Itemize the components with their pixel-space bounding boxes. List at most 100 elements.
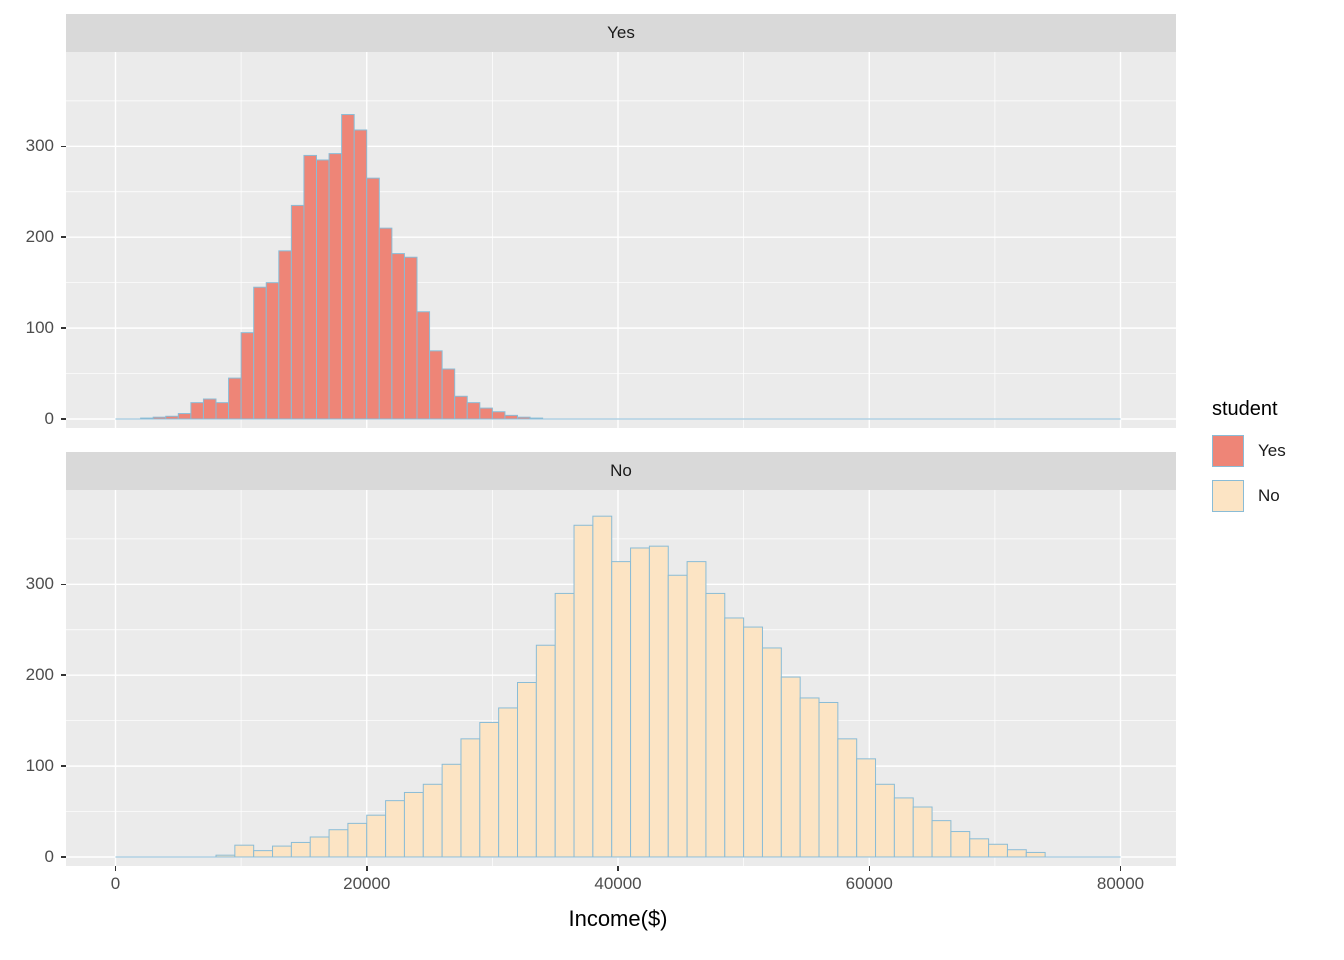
histogram-bar	[1006, 849, 1027, 858]
histogram-bar	[378, 227, 393, 420]
histogram-bar	[686, 561, 707, 858]
histogram-bar	[385, 800, 405, 858]
histogram-bar	[667, 574, 688, 858]
histogram-bar	[856, 758, 877, 858]
histogram-bar	[818, 701, 839, 858]
histogram-bar	[403, 256, 418, 420]
x-tick-label: 20000	[343, 874, 391, 893]
histogram-bar	[391, 253, 405, 420]
histogram-bar	[479, 721, 500, 858]
y-tick-label: 100	[25, 756, 54, 776]
histogram-bar	[950, 831, 971, 858]
histogram-bar	[265, 282, 280, 420]
x-tick-label: 40000	[594, 874, 642, 893]
histogram-bar	[441, 763, 462, 858]
histogram-bar	[278, 250, 292, 420]
histogram-bar	[165, 415, 179, 420]
y-tick-mark	[61, 418, 66, 420]
histogram-yes	[66, 52, 1176, 428]
histogram-bar	[290, 204, 305, 420]
histogram-bar	[347, 822, 368, 858]
histogram-bar	[479, 407, 493, 420]
histogram-bar	[517, 681, 537, 858]
y-tick-label: 100	[25, 318, 54, 338]
histogram-bar	[460, 738, 481, 858]
x-tick-mark	[114, 866, 117, 871]
histogram-bar	[328, 829, 349, 858]
y-tick-label: 0	[44, 847, 54, 866]
x-tick-mark	[1119, 866, 1122, 871]
y-tick-mark	[61, 674, 66, 676]
histogram-bar	[202, 398, 217, 420]
facet-panel-yes	[66, 52, 1176, 428]
histogram-bar	[780, 676, 801, 858]
legend-swatch-yes	[1212, 435, 1244, 467]
histogram-bar	[504, 414, 518, 420]
histogram-bar	[215, 854, 236, 858]
histogram-bar	[429, 350, 443, 420]
y-tick-mark	[61, 856, 66, 858]
histogram-bar	[837, 738, 858, 858]
histogram-bar	[215, 402, 230, 420]
histogram-bar	[648, 545, 669, 858]
x-tick-mark	[617, 866, 619, 871]
y-tick-mark	[61, 145, 66, 148]
histogram-bar	[240, 332, 255, 420]
histogram-bar	[234, 844, 255, 858]
histogram-bar	[517, 416, 531, 420]
y-tick-mark	[61, 583, 66, 586]
histogram-bar	[931, 820, 952, 858]
histogram-bar	[366, 814, 387, 858]
histogram-bar	[403, 791, 424, 858]
histogram-bar	[554, 592, 575, 858]
histogram-bar	[272, 845, 292, 858]
x-tick-label: 60000	[845, 874, 893, 893]
histogram-bar	[341, 114, 355, 420]
histogram-bar	[893, 797, 914, 858]
x-axis-title: Income($)	[568, 906, 668, 931]
histogram-bar	[592, 515, 613, 858]
facet-strip-no: No	[66, 452, 1176, 490]
facet-panel-no	[66, 490, 1176, 866]
histogram-bar	[969, 838, 990, 858]
histogram-bar	[1025, 851, 1046, 858]
histogram-bar	[573, 524, 594, 858]
legend-item-label: Yes	[1258, 441, 1286, 460]
histogram-bar	[353, 129, 368, 420]
legend-item-no: No	[1212, 480, 1342, 512]
histogram-bar	[743, 626, 763, 858]
histogram-bar	[491, 411, 506, 420]
histogram-bar	[253, 850, 274, 858]
histogram-bar	[290, 841, 311, 858]
legend-items: Yes No	[1212, 435, 1342, 512]
histogram-bar	[611, 561, 632, 858]
legend-swatch-no	[1212, 480, 1244, 512]
histogram-bar	[416, 311, 431, 420]
histogram-bar	[190, 402, 204, 420]
histogram-bar	[253, 286, 267, 420]
histogram-bar	[466, 402, 481, 420]
y-tick-label: 200	[25, 665, 54, 685]
y-tick-mark	[61, 765, 66, 767]
legend-item-yes: Yes	[1212, 435, 1342, 467]
histogram-bar	[630, 547, 650, 858]
histogram-bar	[498, 707, 518, 858]
histogram-bar	[328, 153, 343, 420]
histogram-bar	[799, 697, 820, 858]
legend-item-label: No	[1258, 486, 1280, 505]
x-tick-mark	[366, 866, 368, 871]
histogram-bar	[875, 783, 895, 858]
y-tick-mark	[61, 327, 66, 329]
facet-strip-no-label: No	[610, 461, 632, 480]
x-tick-label: 0	[110, 874, 121, 893]
histogram-bar	[912, 806, 933, 858]
histogram-bar	[724, 617, 745, 858]
x-tick-mark	[868, 866, 870, 871]
histogram-bar	[228, 377, 242, 420]
histogram-bar	[422, 783, 443, 858]
y-tick-label: 0	[44, 409, 54, 428]
x-tick-label: 80000	[1096, 874, 1145, 893]
legend-title: student	[1212, 398, 1278, 420]
y-tick-label: 300	[25, 136, 54, 156]
